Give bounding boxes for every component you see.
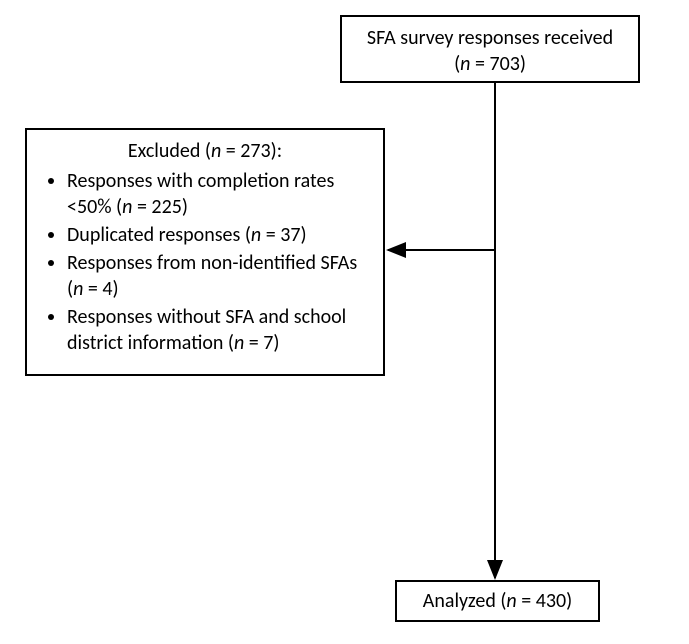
node-responses-received: SFA survey responses received (n = 703) [340,15,640,83]
node-top-line1: SFA survey responses received [354,25,626,51]
analyzed-post: = 430) [517,589,572,613]
n-symbol: n [211,139,221,163]
n-symbol: n [73,277,83,301]
item-pre: Responses with completion rates <50% ( [67,169,334,219]
item-post: = 225) [132,195,187,219]
node-excluded: Excluded (n = 273): Responses with compl… [25,128,385,376]
n-symbol: n [251,223,261,247]
flowchart-canvas: SFA survey responses received (n = 703) … [0,0,689,644]
item-pre: Duplicated responses ( [67,223,251,247]
node-top-line2: (n = 703) [354,51,626,77]
item-post: = 7) [244,331,279,355]
n-symbol: n [122,195,132,219]
item-pre: Responses without SFA and school distric… [67,305,346,355]
item-post: = 37) [261,223,306,247]
excluded-title-post: = 273): [221,139,282,163]
n-symbol: n [460,52,470,76]
list-item: Responses without SFA and school distric… [67,304,371,356]
excluded-title-pre: Excluded ( [128,139,211,163]
analyzed-pre: Analyzed ( [423,589,507,613]
n-symbol: n [234,331,244,355]
list-item: Responses with completion rates <50% (n … [67,168,371,220]
n-value: = 703) [470,52,525,76]
list-item: Duplicated responses (n = 37) [67,222,371,248]
item-post: = 4) [83,277,118,301]
node-analyzed: Analyzed (n = 430) [395,580,600,622]
excluded-title: Excluded (n = 273): [39,138,371,164]
list-item: Responses from non-identified SFAs (n = … [67,250,371,302]
excluded-list: Responses with completion rates <50% (n … [39,168,371,356]
n-symbol: n [506,589,516,613]
